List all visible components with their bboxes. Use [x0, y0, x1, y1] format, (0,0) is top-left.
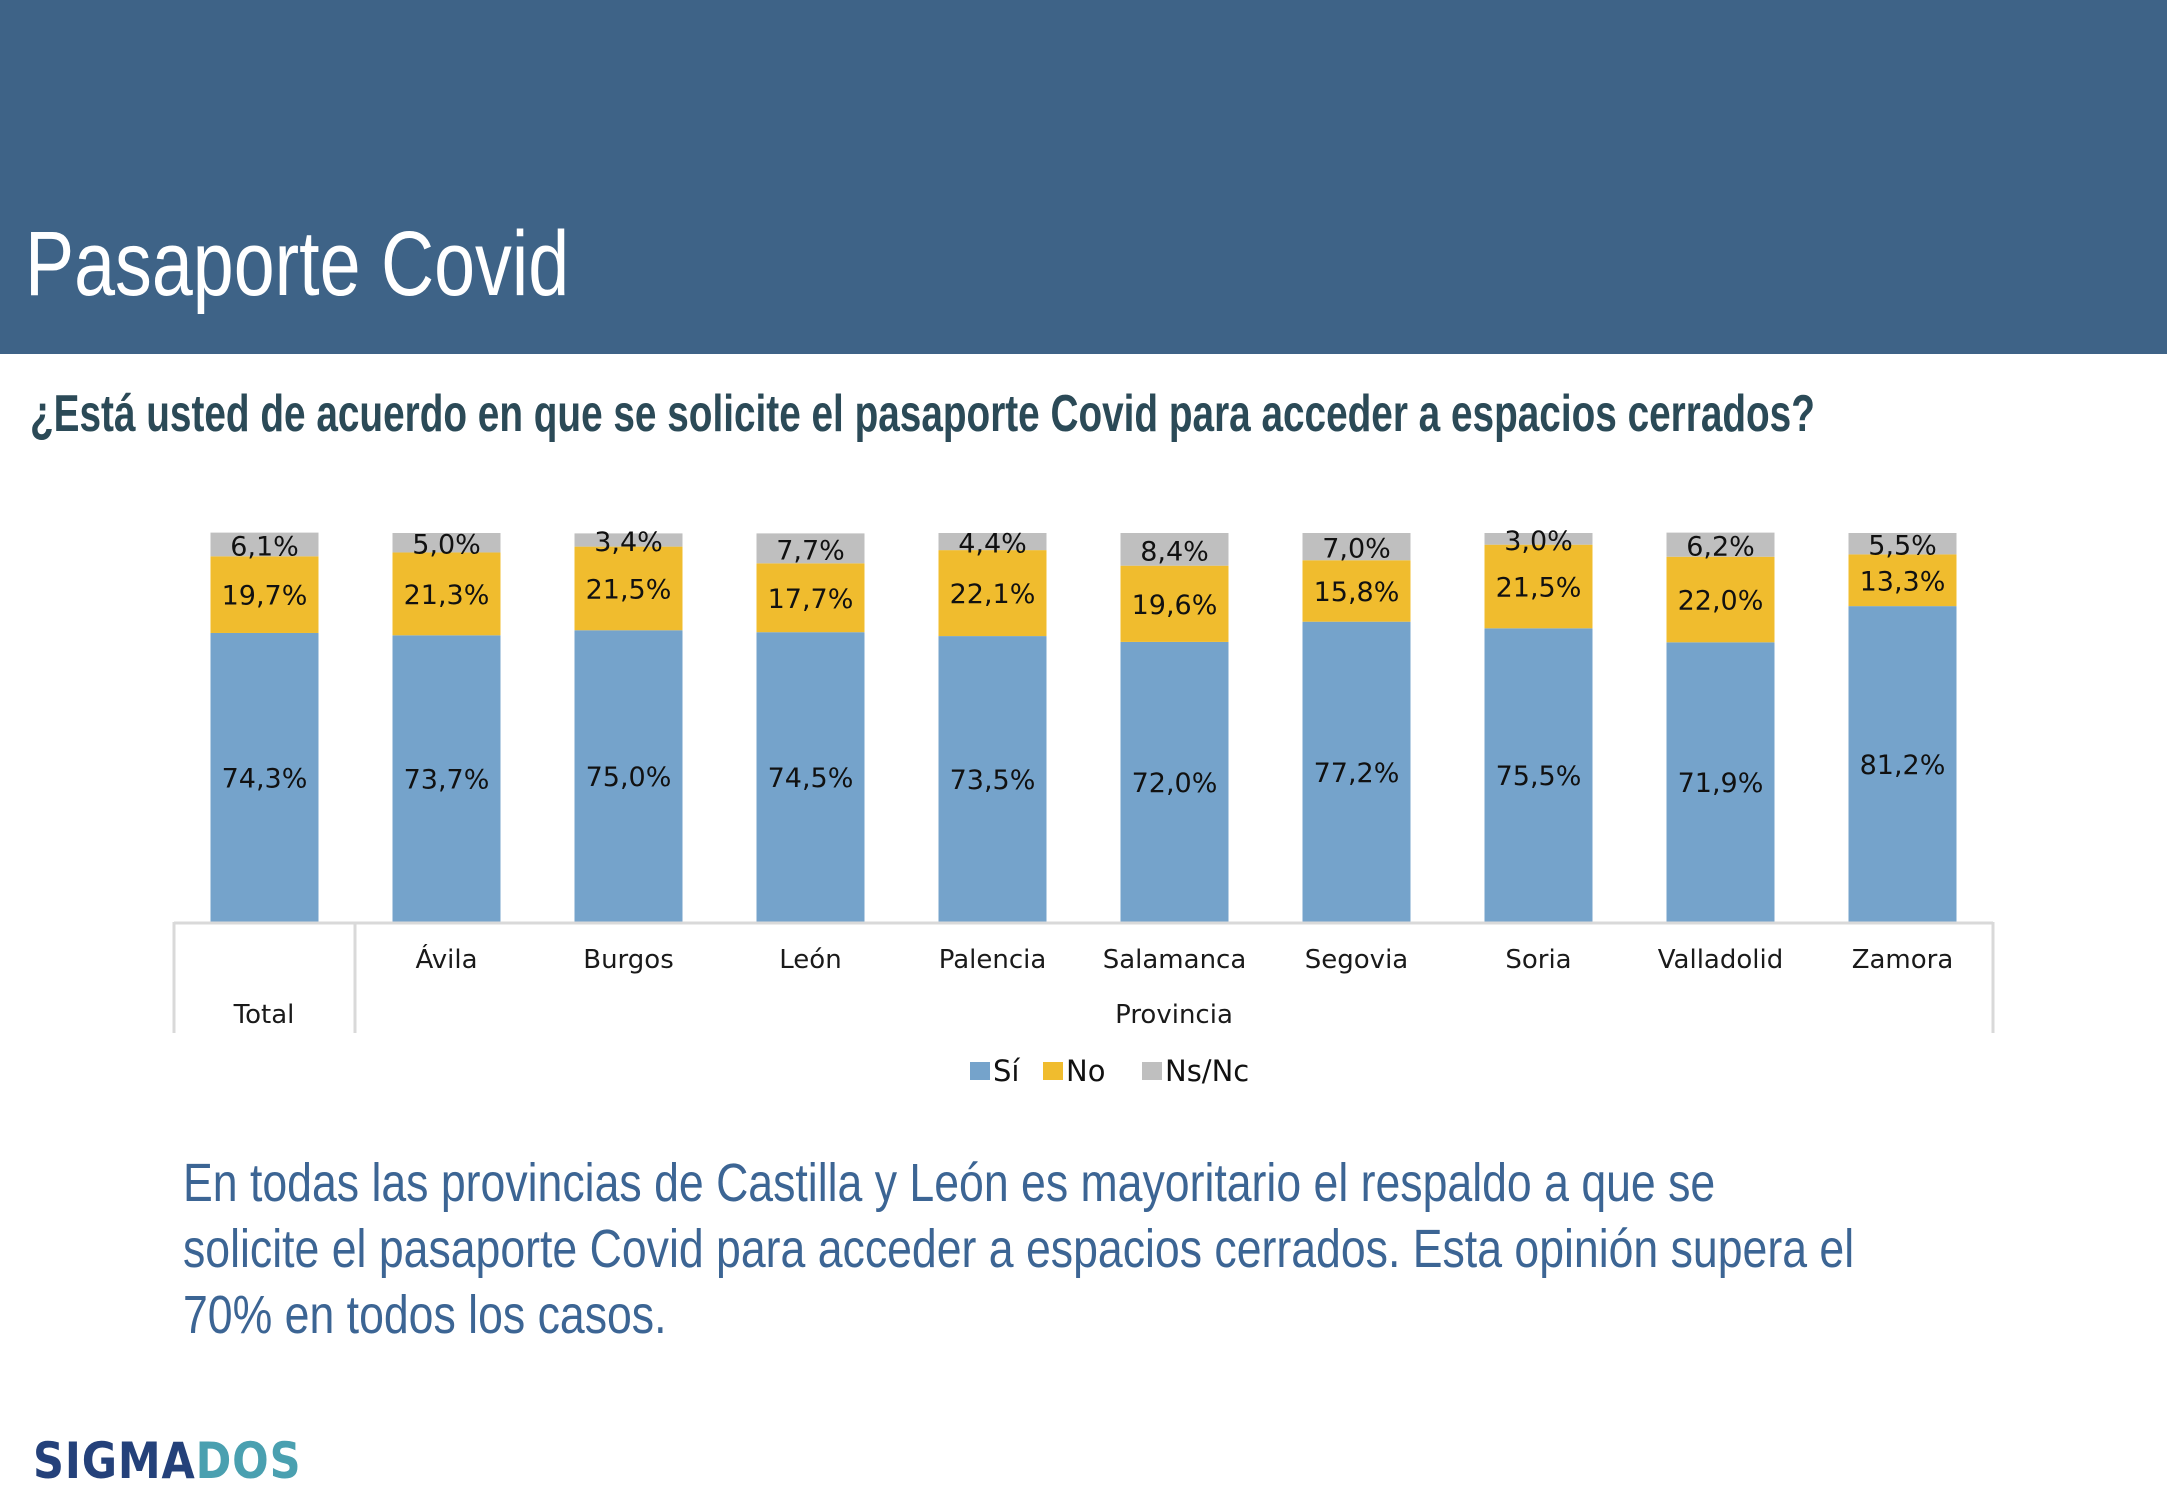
- summary-line: En todas las provincias de Castilla y Le…: [183, 1153, 1716, 1213]
- stacked-bar-chart: 74,3% 19,7% 6,1% 73,7% 21,3% 5,0% 75,0% 21,5% 3,…: [172, 526, 1995, 1088]
- data-label: 74,5%: [768, 763, 854, 794]
- data-label: 13,3%: [1860, 566, 1946, 597]
- data-label: 73,5%: [950, 765, 1036, 796]
- bars-group: 74,3% 19,7% 6,1% 73,7% 21,3% 5,0% 75,0% 21,5% 3,…: [210, 526, 1957, 922]
- category-label: Soria: [1505, 945, 1571, 975]
- data-label: 74,3%: [222, 763, 308, 794]
- logo-part-sigma: SIGMA: [33, 1432, 196, 1490]
- category-label: Palencia: [939, 945, 1047, 975]
- logo-part-dos: DOS: [195, 1432, 302, 1490]
- data-label: 81,2%: [1860, 750, 1946, 781]
- legend-label: Sí: [993, 1054, 1020, 1088]
- data-label: 5,0%: [412, 530, 481, 561]
- data-label: 22,0%: [1678, 586, 1764, 617]
- data-label: 7,7%: [776, 535, 845, 566]
- data-label: 3,4%: [594, 527, 663, 558]
- survey-question: ¿Está usted de acuerdo en que se solicit…: [30, 385, 1815, 443]
- bar-segment-nsnc: [574, 533, 683, 547]
- summary-line: solicite el pasaporte Covid para acceder…: [183, 1219, 1855, 1279]
- summary-line: 70% en todos los casos.: [183, 1285, 667, 1345]
- bar-segment-s: [1666, 642, 1775, 922]
- bar-segment-no: [392, 552, 501, 636]
- data-label: 3,0%: [1504, 526, 1573, 557]
- bar-segment-no: [210, 556, 319, 633]
- sigmados-logo: SIGMADOS: [33, 1436, 301, 1486]
- bar-segment-s: [392, 635, 501, 922]
- bar-segment-s: [1848, 606, 1957, 922]
- data-label: 4,4%: [958, 529, 1027, 560]
- data-label: 15,8%: [1314, 577, 1400, 608]
- bar-segment-nsnc: [210, 532, 319, 557]
- category-label: Burgos: [583, 945, 674, 975]
- data-label: 17,7%: [768, 584, 854, 615]
- bar-segment-nsnc: [938, 533, 1047, 551]
- bar-segment-nsnc: [1120, 533, 1229, 566]
- bar-segment-s: [1120, 641, 1229, 922]
- group-label-provincia: Provincia: [1115, 1000, 1233, 1030]
- data-label: 75,0%: [586, 762, 672, 793]
- category-label: León: [779, 945, 841, 975]
- legend-swatch-nsnc: [1142, 1062, 1162, 1080]
- data-label: 19,7%: [222, 581, 308, 612]
- legend-label: Ns/Nc: [1165, 1054, 1249, 1088]
- bar-segment-nsnc: [1848, 533, 1957, 555]
- group-label-total: Total: [233, 1000, 295, 1030]
- legend-label: No: [1066, 1054, 1105, 1088]
- data-label: 7,0%: [1322, 534, 1391, 565]
- category-label: Segovia: [1305, 945, 1408, 975]
- bar-segment-s: [756, 632, 865, 922]
- bar-segment-no: [1120, 565, 1229, 642]
- data-label: 73,7%: [404, 765, 490, 796]
- data-label: 6,1%: [230, 531, 299, 562]
- bar-segment-nsnc: [392, 533, 501, 553]
- data-label: 21,5%: [586, 574, 672, 605]
- data-label: 6,2%: [1686, 532, 1755, 563]
- bar-segment-no: [1484, 544, 1593, 629]
- bar-segment-s: [1484, 628, 1593, 922]
- bar-segment-s: [574, 630, 683, 922]
- data-label: 22,1%: [950, 579, 1036, 610]
- data-label: 21,3%: [404, 580, 490, 611]
- bar-segment-no: [1666, 556, 1775, 643]
- bar-segment-nsnc: [1484, 533, 1593, 545]
- bar-segment-nsnc: [1666, 532, 1775, 557]
- bar-segment-no: [1848, 554, 1957, 607]
- category-label: Salamanca: [1103, 945, 1247, 975]
- category-label: Zamora: [1852, 945, 1954, 975]
- bar-segment-s: [210, 632, 319, 922]
- category-label: Valladolid: [1658, 945, 1783, 975]
- data-label: 75,5%: [1496, 761, 1582, 792]
- data-label: 5,5%: [1868, 531, 1937, 562]
- axis-group: [172, 921, 1995, 1033]
- legend-swatch-s: [970, 1062, 990, 1080]
- bar-segment-s: [938, 636, 1047, 922]
- data-label: 19,6%: [1132, 590, 1218, 621]
- bar-segment-no: [756, 563, 865, 633]
- data-label: 72,0%: [1132, 768, 1218, 799]
- legend: Sí No Ns/Nc: [970, 1054, 1249, 1088]
- legend-swatch-no: [1043, 1062, 1063, 1080]
- bar-segment-s: [1302, 621, 1411, 922]
- bar-segment-nsnc: [1302, 533, 1411, 561]
- data-label: 71,9%: [1678, 768, 1764, 799]
- bar-segment-nsnc: [756, 533, 865, 564]
- summary-text: En todas las provincias de Castilla y Le…: [183, 1150, 2167, 1348]
- data-label: 21,5%: [1496, 572, 1582, 603]
- data-label: 77,2%: [1314, 758, 1400, 789]
- bar-segment-no: [1302, 560, 1411, 622]
- bar-segment-no: [574, 546, 683, 631]
- page-title: Pasaporte Covid: [25, 213, 570, 315]
- data-label: 8,4%: [1140, 536, 1209, 567]
- category-labels: Ávila Burgos León Palencia Salamanca Segovia S…: [233, 943, 1954, 1030]
- bar-segment-no: [938, 550, 1047, 637]
- header-banner: Pasaporte Covid: [0, 0, 2167, 354]
- category-label: Ávila: [415, 943, 477, 975]
